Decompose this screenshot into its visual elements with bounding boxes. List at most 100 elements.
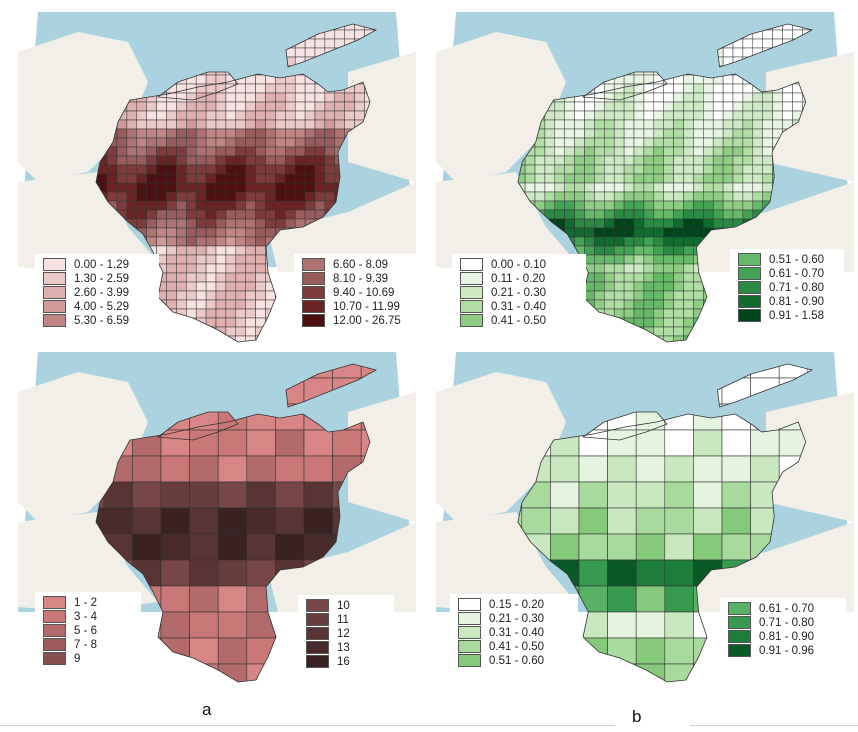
map-cell	[495, 336, 505, 345]
map-cell	[623, 164, 635, 175]
legend-label: 8.10 - 9.39	[333, 272, 388, 285]
map-cell	[314, 173, 326, 184]
map-cell	[574, 218, 585, 229]
legend-item: 0.81 - 0.90	[728, 630, 838, 644]
map-cell	[604, 155, 615, 166]
map-cell	[554, 173, 565, 184]
map-cell	[623, 137, 635, 148]
map-cell	[664, 533, 694, 561]
map-cell	[294, 92, 306, 103]
map-cell	[304, 92, 316, 103]
map-cell	[644, 345, 654, 347]
map-cell	[693, 128, 704, 139]
map-cell	[195, 101, 207, 112]
map-cell	[436, 21, 446, 30]
legend-label: 6.60 - 8.09	[333, 258, 388, 271]
map-cell	[294, 47, 306, 58]
map-cell	[324, 173, 336, 184]
map-cell	[215, 137, 227, 148]
map-cell	[762, 38, 773, 49]
map-cell	[355, 345, 365, 347]
map-cell	[275, 455, 305, 483]
legend-item: 16	[306, 655, 386, 669]
map-cell	[275, 155, 286, 166]
map-cell	[554, 191, 565, 202]
legend-swatch	[43, 300, 66, 314]
map-cell	[663, 128, 674, 139]
map-cell	[275, 429, 305, 457]
map-cell	[604, 101, 615, 112]
map-cell	[436, 291, 446, 300]
map-cell	[752, 38, 763, 49]
map-cell	[693, 182, 704, 193]
map-cell	[275, 481, 305, 509]
map-cell	[176, 182, 187, 193]
map-cell	[578, 481, 608, 509]
map-cell	[116, 155, 128, 166]
map-cell	[703, 290, 714, 301]
map-cell	[633, 218, 645, 229]
map-cell	[852, 39, 854, 48]
map-cell	[205, 155, 217, 166]
map-cell	[205, 236, 217, 247]
map-cell	[584, 182, 595, 193]
map-cell	[663, 119, 674, 130]
map-cell	[324, 182, 336, 193]
map-cell	[215, 335, 227, 342]
map-cell	[802, 335, 812, 342]
map-cell	[166, 200, 177, 211]
map-cell	[186, 245, 197, 256]
map-cell	[255, 74, 266, 85]
map-cell	[245, 299, 256, 310]
map-cell	[275, 119, 286, 130]
map-cell	[712, 92, 724, 103]
map-cell	[633, 272, 645, 283]
map-cell	[235, 128, 246, 139]
map-svg	[436, 352, 854, 692]
map-cell	[722, 191, 734, 202]
map-cell	[742, 182, 754, 193]
map-cell	[285, 345, 295, 347]
map-cell	[195, 326, 207, 337]
map-cell	[314, 155, 326, 166]
map-cell	[623, 272, 635, 283]
map-cell	[673, 272, 684, 283]
map-cell	[255, 155, 266, 166]
map-cell	[574, 209, 585, 220]
map-cell	[852, 282, 854, 291]
map-cell	[255, 218, 266, 229]
map-cell	[663, 164, 674, 175]
map-cell	[663, 101, 674, 112]
map-cell	[683, 146, 694, 157]
map-cell	[752, 191, 763, 202]
map-cell	[772, 119, 783, 130]
map-cell	[186, 236, 197, 247]
map-cell	[703, 209, 714, 220]
map-cell	[623, 128, 635, 139]
map-cell	[446, 345, 456, 347]
map-cell	[166, 119, 177, 130]
map-cell	[275, 83, 286, 94]
map-cell	[304, 200, 316, 211]
map-cell	[255, 272, 266, 283]
map-cell	[752, 164, 763, 175]
map-cell	[703, 128, 714, 139]
map-cell	[604, 317, 615, 328]
map-cell	[579, 690, 608, 692]
map-cell	[515, 345, 525, 347]
map-cell	[683, 209, 694, 220]
map-cell	[146, 119, 157, 130]
map-cell	[235, 209, 246, 220]
map-cell	[703, 173, 714, 184]
map-cell	[732, 326, 744, 337]
map-cell	[722, 218, 734, 229]
map-cell	[195, 227, 207, 238]
map-cell	[195, 83, 207, 94]
map-cell	[604, 137, 615, 148]
map-cell	[842, 336, 852, 345]
map-cell	[156, 119, 167, 130]
map-cell	[623, 191, 635, 202]
map-cell	[265, 335, 276, 342]
map-cell	[693, 173, 704, 184]
map-cell	[643, 308, 655, 319]
